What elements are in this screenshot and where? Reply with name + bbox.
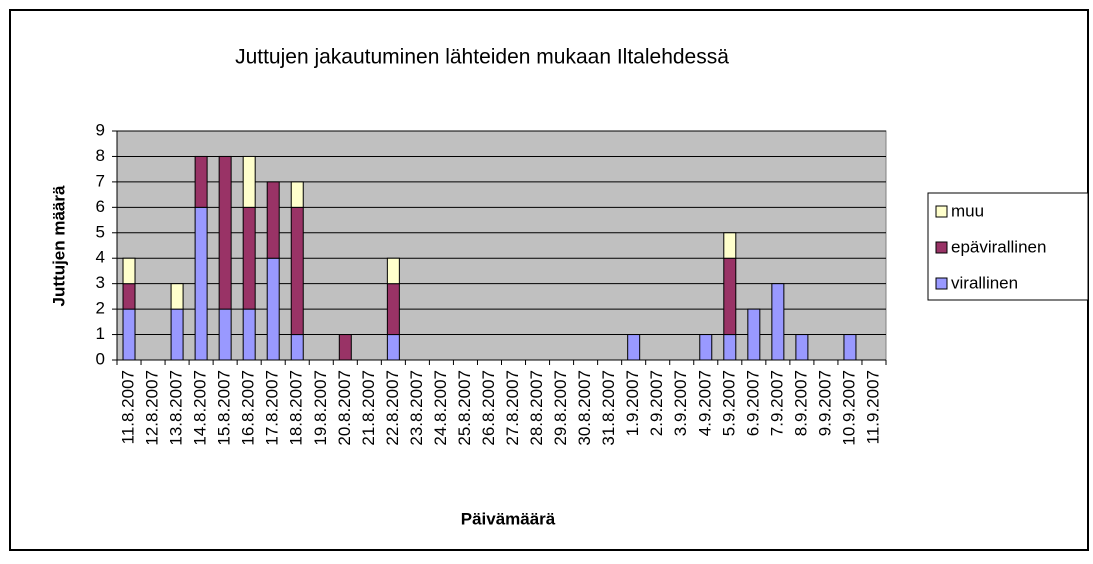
legend-label: epävirallinen xyxy=(951,237,1046,256)
bar-segment xyxy=(338,334,352,361)
x-tick-label: 5.9.2007 xyxy=(719,370,738,436)
bar-segment xyxy=(242,155,256,208)
bar-segment xyxy=(194,206,208,361)
bar-segment xyxy=(218,155,232,310)
x-tick-label: 2.9.2007 xyxy=(647,370,666,436)
bar-segment xyxy=(266,181,280,259)
x-tick-label: 11.9.2007 xyxy=(863,370,882,444)
y-tick-label: 0 xyxy=(96,349,105,368)
x-tick-label: 16.8.2007 xyxy=(239,370,258,446)
y-tick-label: 9 xyxy=(96,120,105,139)
x-tick-label: 12.8.2007 xyxy=(143,370,162,446)
y-tick-label: 3 xyxy=(96,273,105,292)
x-tick-label: 7.9.2007 xyxy=(767,370,786,436)
y-tick-label: 8 xyxy=(96,146,105,165)
x-tick-label: 20.8.2007 xyxy=(335,370,354,446)
legend-label: muu xyxy=(951,201,984,220)
x-tick-label: 19.8.2007 xyxy=(311,370,330,446)
x-tick-label: 13.8.2007 xyxy=(167,370,186,446)
x-tick-label: 23.8.2007 xyxy=(407,370,426,446)
y-axis-label: Juttujen määrä xyxy=(49,185,68,306)
x-tick-label: 26.8.2007 xyxy=(479,370,498,446)
bar-segment xyxy=(723,334,737,361)
plot-area xyxy=(116,130,887,361)
bar-segment xyxy=(723,232,737,259)
bar-segment xyxy=(242,206,256,310)
bar-segment xyxy=(290,181,304,208)
x-tick-label: 29.8.2007 xyxy=(551,370,570,446)
legend-swatch xyxy=(935,277,948,290)
legend-swatch xyxy=(935,241,948,254)
x-tick-label: 11.8.2007 xyxy=(119,370,138,444)
bar-segment xyxy=(218,308,232,361)
legend-swatch xyxy=(935,205,948,218)
bar-segment xyxy=(242,308,256,361)
x-tick-label: 4.9.2007 xyxy=(695,370,714,436)
bar-segment xyxy=(194,155,208,208)
y-tick-label: 7 xyxy=(96,171,105,190)
x-tick-label: 21.8.2007 xyxy=(359,370,378,446)
bar-segment xyxy=(290,206,304,336)
x-tick-label: 30.8.2007 xyxy=(575,370,594,446)
x-tick-label: 27.8.2007 xyxy=(503,370,522,446)
legend-box xyxy=(927,192,1089,301)
x-tick-label: 9.9.2007 xyxy=(815,370,834,436)
x-tick-label: 24.8.2007 xyxy=(431,370,450,446)
x-tick-label: 1.9.2007 xyxy=(623,370,642,436)
x-tick-label: 15.8.2007 xyxy=(215,370,234,446)
y-tick-label: 4 xyxy=(96,248,105,267)
y-tick-label: 5 xyxy=(96,222,105,241)
bar-segment xyxy=(386,283,400,336)
bar-segment xyxy=(699,334,713,361)
x-tick-label: 31.8.2007 xyxy=(599,370,618,446)
bar-segment xyxy=(266,257,280,361)
x-tick-label: 28.8.2007 xyxy=(527,370,546,446)
x-tick-label: 18.8.2007 xyxy=(287,370,306,446)
bar-segment xyxy=(386,257,400,285)
y-tick-label: 1 xyxy=(96,324,105,343)
x-axis-label: Päivämäärä xyxy=(461,509,556,528)
bar-segment xyxy=(723,257,737,336)
x-tick-label: 8.9.2007 xyxy=(791,370,810,436)
bar-segment xyxy=(627,334,641,361)
x-tick-label: 25.8.2007 xyxy=(455,370,474,446)
x-tick-label: 17.8.2007 xyxy=(263,370,282,446)
x-tick-label: 10.9.2007 xyxy=(839,370,858,446)
bar-segment xyxy=(170,283,184,310)
y-tick-label: 2 xyxy=(96,299,105,318)
chart-title: Juttujen jakautuminen lähteiden mukaan I… xyxy=(235,46,729,69)
y-tick-label: 6 xyxy=(96,197,105,216)
bar-segment xyxy=(290,334,304,361)
bar-segment xyxy=(170,308,184,361)
x-tick-label: 22.8.2007 xyxy=(383,370,402,446)
x-tick-label: 6.9.2007 xyxy=(743,370,762,436)
bar-segment xyxy=(747,308,761,361)
bar-segment xyxy=(386,334,400,361)
bar-segment xyxy=(122,308,136,361)
x-tick-label: 14.8.2007 xyxy=(191,370,210,446)
legend-label: virallinen xyxy=(951,273,1018,292)
bar-segment xyxy=(122,283,136,310)
bar-segment xyxy=(795,334,809,361)
bar-segment xyxy=(122,257,136,285)
bar-segment xyxy=(843,334,857,361)
x-tick-label: 3.9.2007 xyxy=(671,370,690,436)
bar-segment xyxy=(771,283,785,361)
